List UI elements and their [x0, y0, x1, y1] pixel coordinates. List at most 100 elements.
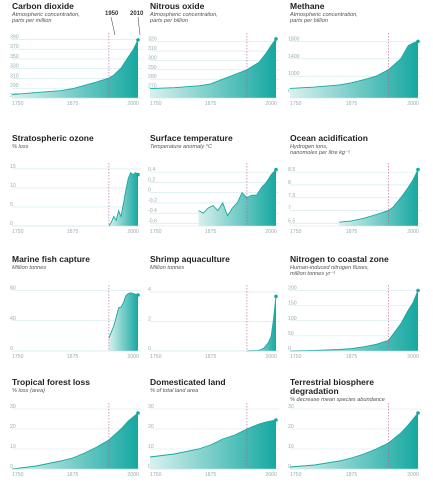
x-tick-label: 1875: [346, 472, 358, 478]
panel-title-methane: Methane: [290, 1, 325, 11]
x-tick-label: 2000: [407, 472, 419, 478]
y-tick-label: 320: [148, 37, 157, 43]
y-tick-label: -0.4: [148, 208, 157, 214]
y-tick-label: 310: [10, 73, 19, 79]
x-tick-label: 2000: [127, 354, 139, 360]
panel-methane: 600100014001800175018752000: [288, 33, 421, 107]
x-tick-label: 1750: [12, 101, 24, 107]
x-tick-label: 2000: [127, 229, 139, 235]
area-surface-temperature: [198, 169, 276, 226]
endpoint-dot: [274, 167, 278, 172]
y-tick-label: 80: [10, 286, 16, 292]
panel-domesticated-land: 0 10 20 30 1750 1875 2000: [148, 403, 279, 478]
annotation-1950: 1950: [105, 11, 119, 17]
series-line-tropical-forest-loss: [11, 412, 139, 470]
y-tick-label: 150: [288, 301, 297, 307]
endpoint-dot: [416, 411, 420, 415]
endpoint-dot: [416, 288, 420, 293]
area-methane: [290, 41, 418, 98]
y-tick-label: 10: [148, 444, 154, 450]
y-tick-label: 0.4: [148, 167, 155, 173]
x-tick-label: 1750: [12, 229, 24, 235]
x-tick-label: 1750: [290, 229, 302, 235]
y-tick-label: 0: [288, 346, 291, 352]
y-tick-label: 7.5: [288, 193, 295, 199]
panel-title-shrimp-aquaculture: Shrimp aquaculture: [150, 254, 230, 264]
y-tick-label: 290: [10, 83, 19, 89]
area-carbon-dioxide: [12, 39, 138, 98]
x-tick-label: 1750: [12, 354, 24, 360]
endpoint-dot: [136, 293, 140, 297]
series-line-stratospheric-ozone: [108, 171, 139, 227]
panel-ocean-acidification: 6.5 7 7.5 8 8.5 1750 1875 2000: [288, 163, 421, 235]
endpoint-dot: [274, 37, 278, 41]
y-tick-label: 20: [148, 424, 154, 430]
y-tick-label: 370: [10, 44, 19, 50]
y-tick-label: 290: [148, 65, 157, 71]
panel-subtitle-carbon-dioxide: Atmospheric concentration, parts per mil…: [12, 12, 80, 25]
y-tick-label: 100: [288, 316, 297, 322]
y-tick-label: 30: [288, 404, 294, 410]
endpoint-dot: [136, 38, 140, 42]
y-tick-label: 200: [288, 286, 297, 292]
endpoint-dot: [274, 294, 278, 299]
y-tick-label: 40: [10, 316, 16, 322]
area-shrimp-aquaculture: [246, 296, 276, 351]
panel-nitrogen-to-coastal-zone: 0 50 100 150 200 1750 1875 2000: [288, 285, 421, 360]
panel-shrimp-aquaculture: 0 2 4 1750 1875 2000: [148, 285, 279, 360]
panel-subtitle-shrimp-aquaculture: Million tonnes: [150, 265, 185, 271]
y-tick-label: 310: [148, 46, 157, 52]
y-tick-label: 0: [10, 221, 13, 227]
panel-title-nitrogen-to-coastal-zone: Nitrogen to coastal zone: [290, 254, 389, 264]
panel-subtitle-ocean-acidification: Hydrogen ions, nanomoles per litre kg⁻¹: [290, 144, 350, 157]
y-tick-label: 8: [288, 180, 291, 186]
y-tick-label: 1400: [288, 54, 300, 60]
panel-title-domesticated-land: Domesticated land: [150, 377, 226, 387]
x-tick-label: 1875: [67, 101, 79, 107]
series-line-surface-temperature: [198, 169, 277, 217]
x-tick-label: 2000: [265, 101, 277, 107]
y-tick-label: 1800: [288, 36, 300, 42]
panel-subtitle-methane: Atmospheric concentration, parts per bil…: [290, 12, 358, 25]
panel-title-tropical-forest-loss: Tropical forest loss: [12, 377, 90, 387]
area-nitrogen-to-coastal-zone: [290, 290, 418, 351]
y-tick-label: 280: [148, 74, 157, 80]
y-tick-label: 2: [148, 316, 151, 322]
endpoint-dot: [416, 39, 420, 44]
x-tick-label: 1875: [67, 354, 79, 360]
panel-carbon-dioxide: 270290310330350370390175018752000: [10, 33, 141, 107]
x-tick-label: 1875: [205, 472, 217, 478]
series-line-shrimp-aquaculture: [246, 296, 277, 352]
y-tick-label: 4: [148, 287, 151, 293]
y-tick-label: 0: [10, 464, 13, 470]
y-tick-label: 1000: [288, 71, 300, 77]
x-tick-label: 2000: [265, 229, 277, 235]
series-line-carbon-dioxide: [11, 39, 139, 96]
y-tick-label: 270: [148, 84, 157, 90]
panel-subtitle-domesticated-land: % of total land area: [150, 388, 199, 394]
endpoint-dot: [274, 418, 278, 422]
endpoint-dot: [136, 411, 140, 415]
x-tick-label: 1875: [205, 101, 217, 107]
y-tick-label: 10: [288, 444, 294, 450]
annotation-1950-pointer: [110, 16, 116, 36]
annotation-2010: 2010: [130, 11, 144, 17]
series-line-methane: [289, 40, 419, 89]
y-tick-label: 0: [148, 464, 151, 470]
y-tick-label: 50: [288, 331, 294, 337]
panel-subtitle-terrestrial-biosphere-degradation: % decrease mean species abundance: [290, 397, 385, 403]
y-tick-label: 350: [10, 54, 19, 60]
series-line-domesticated-land: [149, 419, 277, 458]
y-tick-label: 6.5: [288, 218, 295, 224]
y-tick-label: 300: [148, 55, 157, 61]
panel-title-marine-fish-capture: Marine fish capture: [12, 254, 90, 264]
x-tick-label: 2000: [407, 354, 419, 360]
panel-subtitle-surface-temperature: Temperature anomaly °C: [150, 144, 213, 150]
x-tick-label: 1750: [290, 354, 302, 360]
panel-surface-temperature: -0.6 -0.4 -0.2 0 0.2 0.4 1750 1875 2000: [148, 163, 279, 235]
area-ocean-acidification: [339, 169, 418, 226]
y-tick-label: 330: [10, 64, 19, 70]
x-tick-label: 1875: [346, 101, 358, 107]
x-tick-label: 2000: [265, 354, 277, 360]
